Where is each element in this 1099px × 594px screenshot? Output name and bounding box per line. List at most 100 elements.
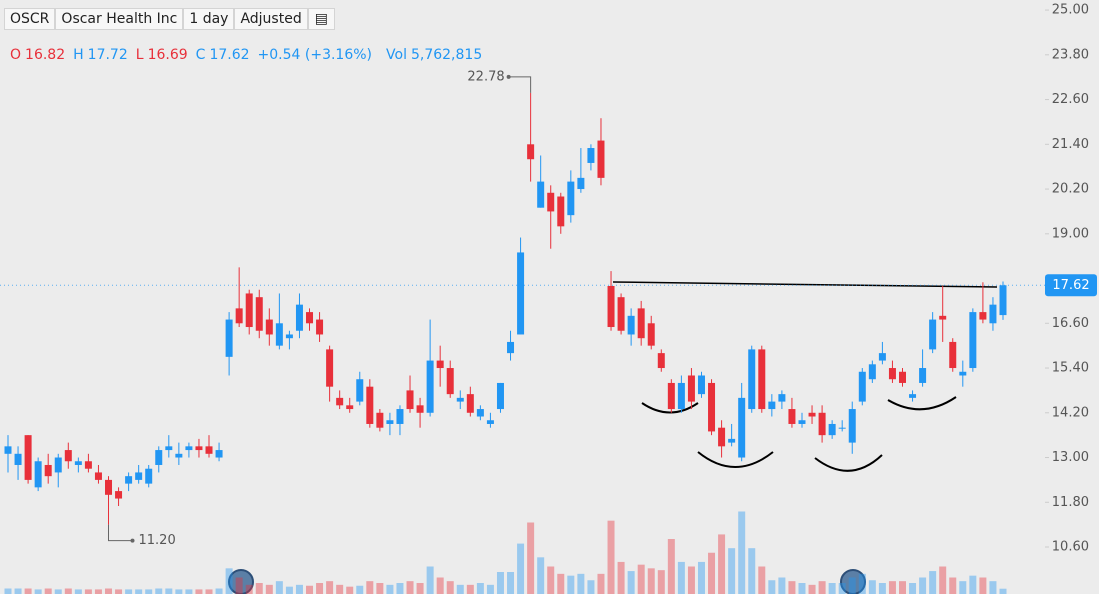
volume-bar — [135, 589, 143, 594]
pattern-curve — [814, 454, 883, 472]
candle-body — [708, 382, 716, 432]
symbol[interactable]: OSCR — [4, 8, 56, 30]
candle-body — [677, 382, 685, 410]
volume-bar — [14, 588, 22, 594]
change: +0.54 (+3.16%) — [257, 47, 373, 63]
volume-bar — [94, 589, 102, 594]
candle-body — [587, 148, 595, 163]
candle-body — [4, 446, 12, 454]
candle-body — [758, 349, 766, 410]
volume-bar — [768, 580, 776, 594]
volume-bar — [456, 584, 464, 594]
candle-body — [989, 304, 997, 324]
volume-bar — [587, 580, 595, 594]
volume-bar — [999, 588, 1007, 594]
volume-bar — [878, 583, 886, 594]
candle-body — [909, 394, 917, 398]
candle-body — [507, 341, 515, 354]
candle-body — [637, 308, 645, 339]
candle-body — [828, 423, 836, 436]
candle-body — [517, 252, 525, 335]
candle-body — [416, 405, 424, 413]
candle-body — [979, 312, 987, 320]
legend-label: H — [73, 47, 84, 63]
volume-bar — [989, 581, 997, 594]
candle-body — [356, 379, 364, 402]
candle-body — [858, 371, 866, 402]
candle-body — [135, 472, 143, 480]
volume-bar — [446, 581, 454, 594]
volume-bar — [507, 572, 515, 594]
candle-body — [265, 319, 273, 335]
candle-body — [718, 427, 726, 447]
candle-body — [165, 446, 173, 451]
volume-bar — [888, 581, 896, 594]
candle-body — [969, 312, 977, 369]
volume-bar — [356, 585, 364, 594]
volume-bar — [306, 585, 314, 594]
candle-body — [275, 323, 283, 346]
volume-bar — [959, 581, 967, 594]
y-tick-label: 11.80 — [1052, 495, 1089, 510]
volume-bar — [858, 573, 866, 594]
company-name[interactable]: Oscar Health Inc — [55, 8, 184, 30]
menu-button[interactable]: ▤ — [307, 8, 335, 30]
volume-bar — [848, 577, 856, 594]
candle-body — [627, 315, 635, 335]
volume-bar — [647, 568, 655, 594]
volume-bar — [718, 534, 726, 594]
candle-body — [486, 420, 494, 424]
volume-bar — [386, 584, 394, 594]
candle-body — [667, 382, 675, 410]
volume-label: Vol — [386, 47, 407, 63]
candle-body — [366, 386, 374, 424]
volume-bar — [366, 581, 374, 594]
candle-body — [949, 341, 957, 369]
volume-bar — [74, 589, 82, 594]
last-price-label: 17.62 — [1052, 278, 1089, 293]
ohlc-legend: O 16.82 H 17.72 L 16.69 C 17.62 +0.54 (+3.16%) Vo… — [10, 47, 482, 63]
candle-body — [748, 349, 756, 410]
candle-body — [386, 420, 394, 424]
y-tick-label: 14.20 — [1052, 405, 1089, 420]
legend-value: 16.82 — [25, 47, 66, 63]
candle-body — [788, 409, 796, 424]
pattern-curve — [887, 396, 957, 411]
candle-body — [84, 461, 92, 469]
candle-body — [406, 390, 414, 410]
volume-bar — [738, 511, 746, 594]
volume-bar — [577, 573, 585, 594]
adjustment[interactable]: Adjusted — [234, 8, 308, 30]
candle-body — [818, 412, 826, 436]
y-tick-label: 19.00 — [1052, 226, 1089, 241]
volume-bar — [496, 572, 504, 594]
volume-bar — [185, 589, 193, 594]
candle-body — [597, 140, 605, 178]
volume-bar — [316, 583, 324, 594]
candle-body — [738, 397, 746, 458]
pattern-curve — [697, 451, 774, 468]
volume-bar — [748, 548, 756, 594]
volume-bar — [808, 584, 816, 594]
volume-bar — [476, 583, 484, 594]
volume-bar — [466, 584, 474, 594]
candle-body — [999, 285, 1007, 316]
volume-bar — [346, 586, 354, 594]
volume-bar — [527, 522, 535, 594]
volume-bar — [205, 589, 213, 594]
event-icon[interactable] — [840, 569, 866, 594]
volume-bar — [637, 564, 645, 594]
candle-body — [285, 334, 293, 339]
interval[interactable]: 1 day — [183, 8, 235, 30]
volume-bar — [245, 584, 253, 594]
volume-bar — [275, 581, 283, 594]
volume-bar — [728, 548, 736, 594]
candle-body — [346, 405, 354, 410]
volume-bar — [426, 566, 434, 594]
event-icon[interactable] — [228, 569, 254, 594]
y-tick-label: 25.00 — [1052, 3, 1089, 18]
candle-body — [527, 144, 535, 160]
candle-body — [868, 364, 876, 380]
marker-label: 11.20 — [139, 533, 176, 548]
volume-bar — [687, 566, 695, 594]
